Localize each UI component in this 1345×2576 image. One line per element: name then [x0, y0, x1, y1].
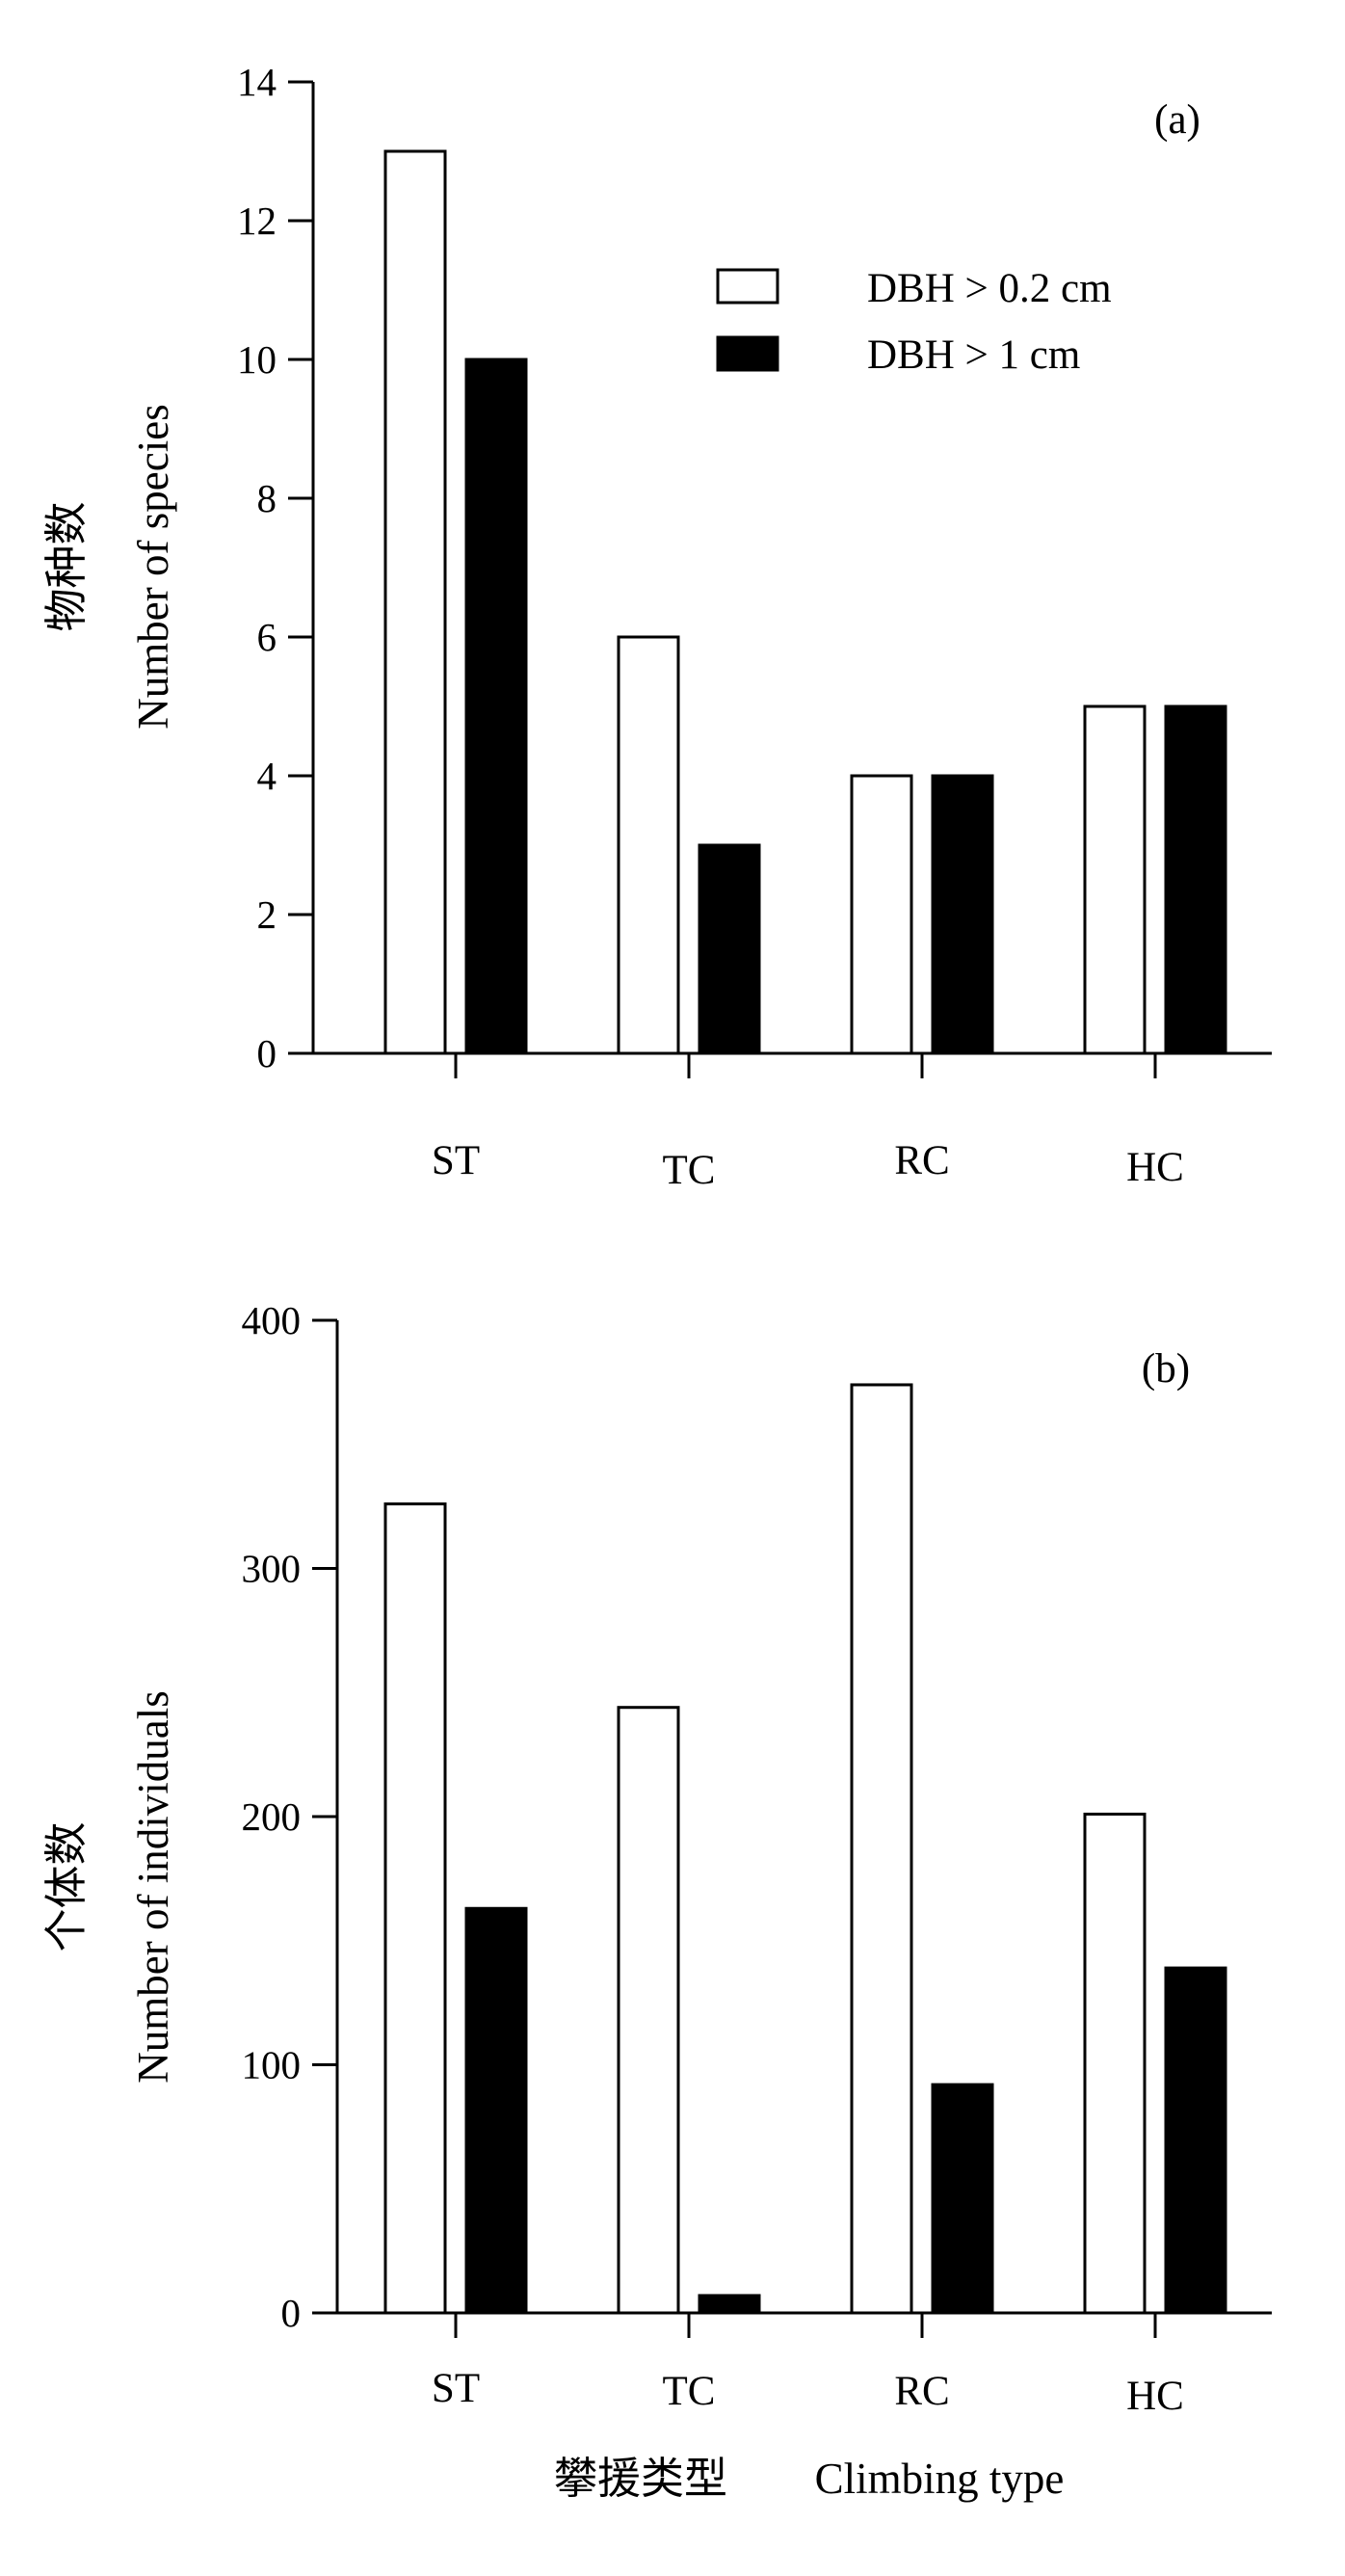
panel-a-y-tick-label: 8 [257, 476, 277, 520]
panel-a-y-title: Number of species [129, 404, 177, 729]
panel-a-species-chart: (a) 物种数 Number of species DBH > 0.2 cm D… [42, 60, 1272, 1193]
legend-label-filled: DBH > 1 cm [867, 332, 1080, 378]
panel-b-bar-rc-dbh-0-2 [850, 1383, 913, 2315]
panel-a-bar-tc-dbh-1 [698, 843, 761, 1055]
panel-b-category-label-st: ST [432, 2366, 480, 2411]
panel-a-y-tick-label: 14 [237, 60, 277, 104]
panel-b-y-tick-label: 400 [242, 1298, 302, 1342]
panel-b-x-axis-title: 攀援类型 Climbing type [554, 2455, 1064, 2503]
panel-a-bar-rc-dbh-0-2 [850, 774, 913, 1055]
legend-swatch-open [716, 268, 779, 305]
panel-a-label: (a) [1154, 97, 1200, 143]
panel-b-x-title-cn: 攀援类型 [554, 2455, 727, 2503]
panel-a-category-label-hc: HC [1126, 1145, 1184, 1190]
panel-a-y-tick-label: 12 [237, 199, 277, 243]
legend-label-open: DBH > 0.2 cm [867, 266, 1112, 311]
panel-a-category-label-tc: TC [663, 1148, 716, 1193]
panel-b-category-label-hc: HC [1126, 2374, 1184, 2419]
panel-b-individuals-chart: (b) 个体数 Number of individuals 攀援类型 Climb… [42, 1298, 1272, 2503]
panel-b-bar-tc-dbh-0-2 [617, 1706, 680, 2315]
panel-a-y-tick-label: 2 [257, 892, 277, 937]
panel-b-y-axis-title: 个体数 Number of individuals [42, 1690, 177, 2083]
panel-a-bar-hc-dbh-0-2 [1083, 704, 1147, 1055]
panel-a-y-axis-title: 物种数 Number of species [42, 404, 177, 729]
panel-a-bar-st-dbh-0-2 [383, 149, 447, 1055]
panel-b-bar-hc-dbh-1 [1164, 1966, 1227, 2315]
panel-b-bar-st-dbh-1 [464, 1906, 528, 2315]
panel-b-bar-rc-dbh-1 [931, 2083, 994, 2315]
panel-a-bar-hc-dbh-1 [1164, 704, 1227, 1055]
panel-b-category-label-rc: RC [894, 2369, 949, 2414]
panel-b-bar-hc-dbh-0-2 [1083, 1812, 1147, 2315]
panel-a-y-title-cn: 物种数 [42, 501, 91, 631]
panel-a-category-label-st: ST [432, 1138, 480, 1183]
legend-swatch-filled [716, 335, 779, 372]
panel-a-bar-tc-dbh-0-2 [617, 635, 680, 1055]
panel-a-y-tick-label: 6 [257, 615, 277, 659]
panel-b-x-title: Climbing type [815, 2455, 1065, 2503]
panel-b-y-tick-label: 200 [242, 1794, 302, 1839]
panel-a-legend: DBH > 0.2 cm DBH > 1 cm [716, 266, 1112, 378]
panel-b-y-title: Number of individuals [129, 1690, 177, 2083]
panel-b-y-tick-label: 0 [281, 2291, 302, 2335]
panel-b-label: (b) [1142, 1346, 1190, 1392]
panel-a-y-tick-label: 0 [257, 1031, 277, 1076]
panel-b-category-label-tc: TC [663, 2369, 716, 2414]
panel-b-y-title-cn: 个体数 [42, 1821, 91, 1952]
panel-a-bar-st-dbh-1 [464, 358, 528, 1055]
panel-b-y-tick-label: 300 [242, 1547, 302, 1591]
panel-a-y-tick-label: 4 [257, 754, 277, 798]
panel-a-y-tick-label: 10 [237, 337, 277, 382]
panel-b-y-tick-label: 100 [242, 2043, 302, 2087]
panel-b-bar-tc-dbh-1 [698, 2294, 761, 2315]
panel-b-bar-st-dbh-0-2 [383, 1502, 447, 2315]
panel-a-bar-rc-dbh-1 [931, 774, 994, 1055]
panel-a-category-label-rc: RC [894, 1138, 949, 1183]
